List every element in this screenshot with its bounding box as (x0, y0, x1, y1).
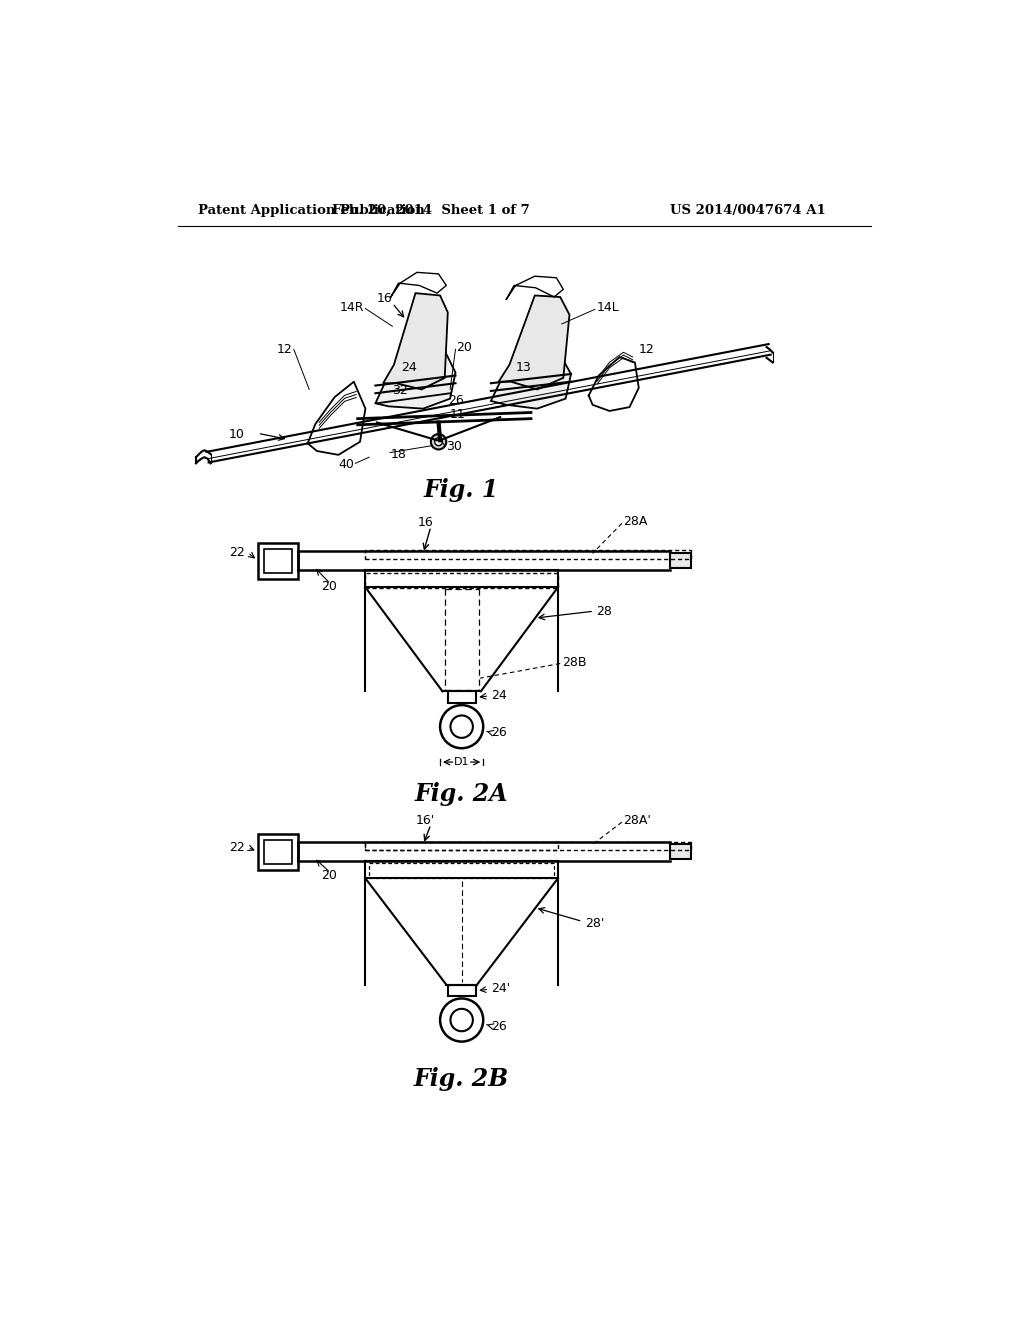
Text: Fig. 1: Fig. 1 (424, 478, 500, 502)
Text: 28: 28 (596, 605, 612, 618)
Text: 30: 30 (446, 440, 462, 453)
Text: 24': 24' (490, 982, 510, 995)
Circle shape (431, 434, 446, 449)
Text: 32: 32 (392, 384, 408, 397)
Text: 16: 16 (418, 516, 433, 529)
Bar (264, 549, 292, 573)
Text: 14L: 14L (596, 301, 620, 314)
Text: 28A': 28A' (624, 814, 651, 828)
Text: 12: 12 (276, 343, 292, 356)
Circle shape (451, 715, 473, 738)
Circle shape (451, 1008, 473, 1031)
Text: 20: 20 (322, 579, 337, 593)
Text: 28A: 28A (624, 515, 648, 528)
Bar (366, 573, 558, 589)
Polygon shape (383, 293, 447, 389)
Text: 22: 22 (228, 841, 245, 854)
Bar (670, 845, 691, 859)
Text: Fig. 2B: Fig. 2B (414, 1067, 509, 1090)
Text: 11: 11 (451, 408, 466, 421)
Text: 20: 20 (457, 341, 472, 354)
Text: 26: 26 (490, 726, 507, 739)
Text: 26: 26 (490, 1019, 507, 1032)
Bar (366, 842, 691, 850)
Text: Patent Application Publication: Patent Application Publication (199, 205, 425, 218)
Bar (366, 549, 691, 558)
Bar (366, 842, 558, 850)
Polygon shape (376, 351, 456, 409)
Bar (264, 840, 292, 863)
Text: 18: 18 (391, 449, 407, 462)
Text: 20: 20 (322, 869, 337, 882)
Text: Fig. 2A: Fig. 2A (415, 783, 509, 807)
Text: 14R: 14R (339, 301, 364, 314)
Bar (447, 985, 475, 997)
Text: 10: 10 (228, 428, 245, 441)
Text: 16: 16 (377, 292, 392, 305)
Text: 22: 22 (228, 546, 245, 560)
Text: 28': 28' (585, 916, 604, 929)
Text: US 2014/0047674 A1: US 2014/0047674 A1 (670, 205, 825, 218)
Bar (258, 834, 298, 870)
Circle shape (435, 438, 442, 446)
Circle shape (440, 998, 483, 1041)
Text: 12: 12 (639, 343, 654, 356)
Text: Feb. 20, 2014  Sheet 1 of 7: Feb. 20, 2014 Sheet 1 of 7 (332, 205, 529, 218)
Polygon shape (499, 296, 569, 389)
Polygon shape (490, 352, 571, 409)
Text: 40: 40 (338, 458, 354, 471)
Text: 16': 16' (416, 814, 435, 828)
Bar (447, 692, 475, 702)
Circle shape (440, 705, 483, 748)
Bar (370, 863, 554, 878)
Text: D1: D1 (454, 758, 469, 767)
Text: 28B: 28B (562, 656, 587, 669)
Text: 26: 26 (449, 395, 464, 408)
Bar (670, 553, 691, 568)
Text: 24: 24 (490, 689, 507, 702)
Text: 24: 24 (401, 362, 417, 375)
Bar (258, 543, 298, 579)
Text: 13: 13 (515, 362, 531, 375)
